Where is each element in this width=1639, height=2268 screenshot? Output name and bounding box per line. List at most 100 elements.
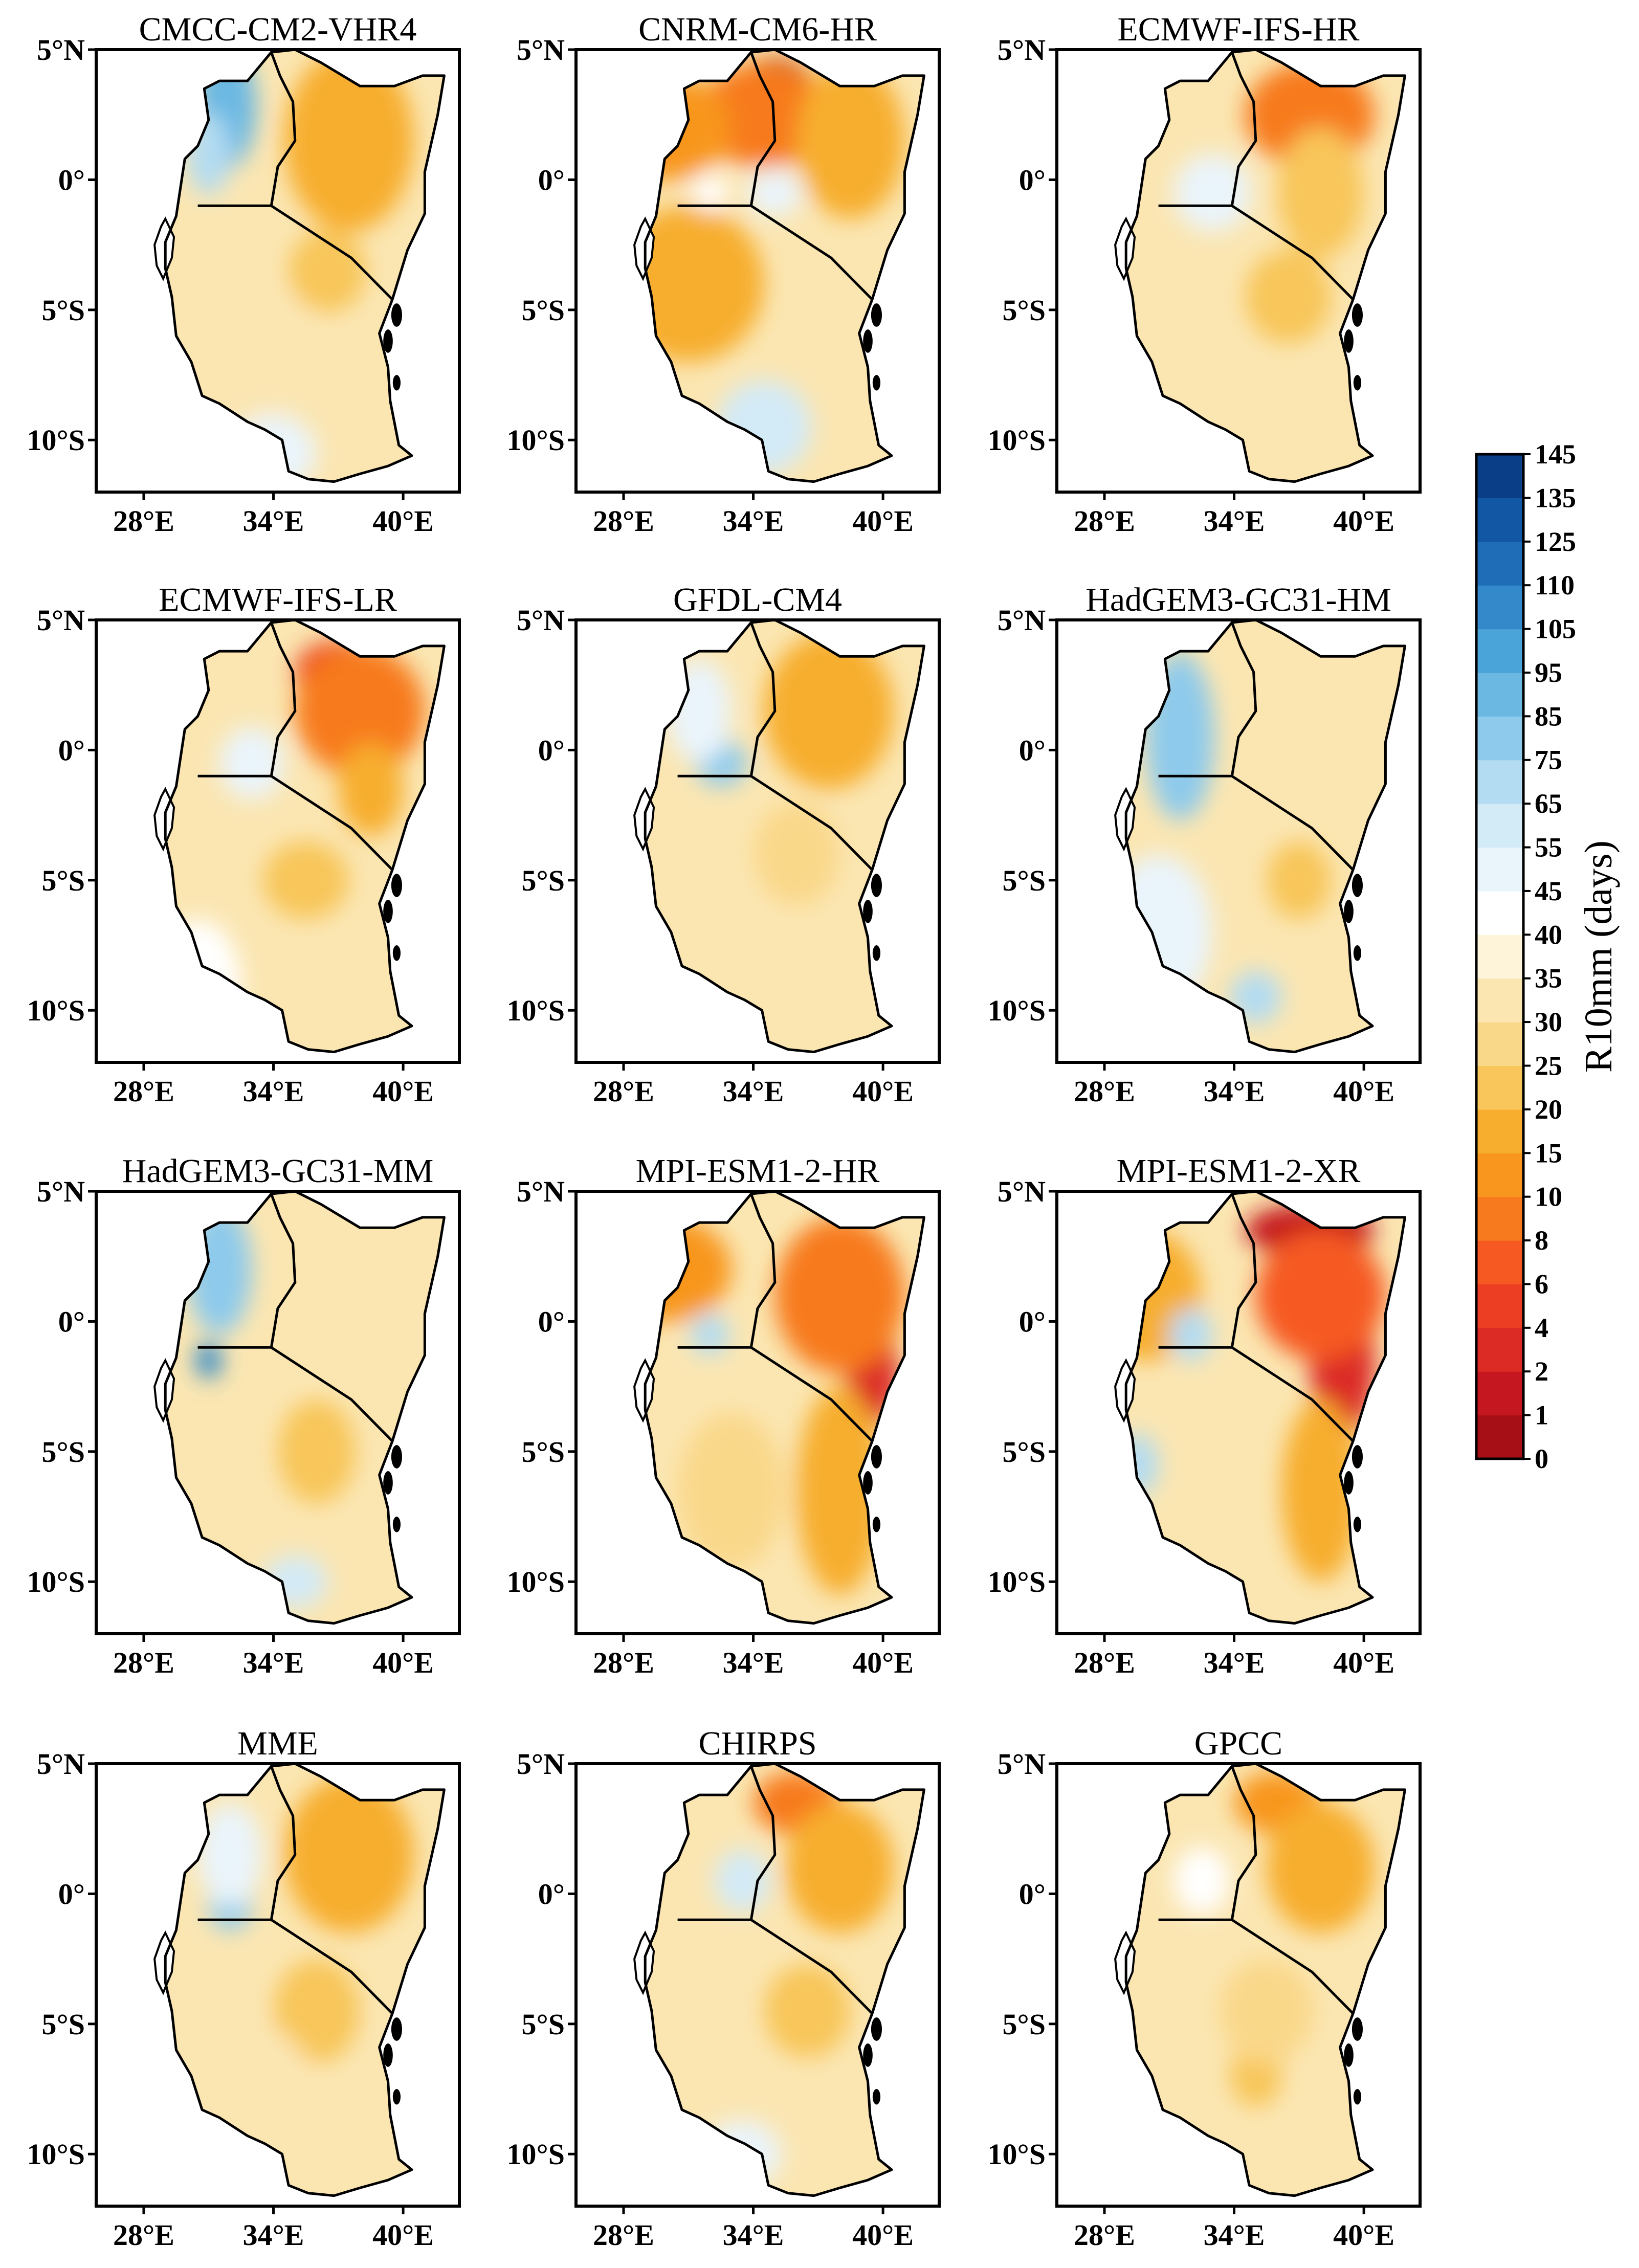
colorbar-tick-label: 0: [1535, 1443, 1548, 1474]
y-tick-label: 0°: [58, 163, 85, 196]
x-tick-label: 28°E: [113, 2218, 174, 2252]
y-tick-label: 10°S: [27, 424, 85, 457]
map-panel: MME 5°N 0° 5°S 10°S 28°E 34°E 40°E: [27, 1725, 461, 2252]
x-tick-label: 28°E: [593, 1075, 654, 1108]
y-tick-label: 5°N: [998, 1175, 1046, 1208]
field-contour: [273, 1959, 360, 2063]
x-tick-label: 28°E: [1074, 2218, 1135, 2252]
y-tick-label: 10°S: [507, 1565, 565, 1598]
y-tick-label: 5°S: [1003, 2008, 1046, 2041]
island: [872, 375, 881, 391]
x-tick-label: 28°E: [113, 1646, 174, 1679]
x-tick-label: 40°E: [1333, 2218, 1394, 2252]
panel-title: CMCC-CM2-VHR4: [139, 11, 417, 48]
field-contour: [295, 1230, 404, 1361]
colorbar-segment: [1476, 454, 1523, 498]
field-contour: [338, 742, 404, 836]
field-contour: [645, 1217, 732, 1322]
field-contour: [667, 880, 797, 1037]
x-tick-label: 40°E: [852, 2218, 914, 2252]
field-contour: [1245, 633, 1353, 763]
field-contour: [645, 75, 732, 180]
colorbar-title: R10mm (days): [1577, 840, 1620, 1073]
panel-title: CHIRPS: [698, 1725, 816, 1762]
y-tick-label: 5°S: [522, 1435, 565, 1469]
field-contour: [187, 2024, 317, 2181]
panel-title: HadGEM3-GC31-MM: [122, 1152, 434, 1190]
colorbar-segment: [1476, 585, 1523, 630]
field-contour: [165, 919, 241, 1050]
colorbar-tick-label: 10: [1535, 1182, 1562, 1212]
country-border: [677, 774, 873, 871]
island: [392, 375, 401, 391]
country-border: [677, 204, 873, 301]
coastline: [1124, 618, 1406, 1054]
coastline: [1124, 1762, 1406, 2197]
x-tick-label: 28°E: [593, 2218, 654, 2252]
field-contour: [645, 206, 764, 362]
field-contour: [774, 1217, 905, 1374]
colorbar-segment: [1476, 1284, 1523, 1328]
map-frame: [1055, 1762, 1422, 2208]
map-panel: CHIRPS 5°N 0° 5°S 10°S 28°E 34°E 40°E: [507, 1725, 941, 2252]
country-border: [197, 1918, 393, 2015]
colorbar-tick-label: 110: [1535, 570, 1575, 601]
island: [1353, 945, 1362, 961]
island: [872, 1517, 881, 1532]
map-frame: [95, 1190, 461, 1635]
map-panel: GPCC 5°N 0° 5°S 10°S 28°E 34°E 40°E: [988, 1725, 1422, 2252]
map-frame: [574, 1762, 941, 2208]
y-tick-label: 10°S: [988, 1565, 1046, 1598]
map-panel: HadGEM3-GC31-MM 5°N 0° 5°S 10°S 28°E 34°E 40°E: [27, 1152, 461, 1679]
island: [863, 1471, 873, 1495]
colorbar-segment: [1476, 1240, 1523, 1285]
coastline: [644, 1190, 925, 1625]
y-tick-label: 0°: [1019, 163, 1046, 196]
y-tick-label: 10°S: [988, 2138, 1046, 2171]
y-tick-label: 5°S: [42, 2008, 85, 2041]
field-contour: [691, 1314, 729, 1355]
field-contour: [1169, 1308, 1213, 1361]
field-contour: [187, 112, 231, 195]
coastline: [644, 618, 925, 1054]
y-tick-label: 10°S: [507, 2138, 565, 2171]
island: [391, 2017, 403, 2041]
field-contour: [1145, 654, 1215, 820]
y-tick-label: 10°S: [988, 994, 1046, 1027]
colorbar-tick-label: 85: [1535, 701, 1562, 731]
colorbar-segment: [1476, 1196, 1523, 1241]
map-frame: [574, 48, 941, 494]
field-contour: [1266, 841, 1332, 920]
island: [863, 2043, 873, 2067]
country-border: [1230, 622, 1257, 776]
colorbar-tick-label: 8: [1535, 1225, 1548, 1256]
panel-title: ECMWF-IFS-HR: [1117, 11, 1359, 48]
colorbar-tick-label: 20: [1535, 1094, 1562, 1125]
colorbar-frame: [1475, 453, 1525, 1460]
field-contour: [667, 659, 732, 763]
colorbar-tick-label: 2: [1535, 1356, 1548, 1387]
panel-title: CNRM-CM6-HR: [638, 11, 877, 48]
panel-title: ECMWF-IFS-LR: [159, 581, 397, 618]
island: [1353, 2089, 1362, 2105]
x-tick-label: 40°E: [852, 1646, 914, 1679]
country-border: [1230, 1193, 1257, 1348]
y-tick-label: 10°S: [27, 2138, 85, 2171]
panel-title: HadGEM3-GC31-HM: [1086, 581, 1391, 618]
y-tick-label: 10°S: [507, 424, 565, 457]
field-contour: [714, 1849, 771, 1913]
colorbar-tick-label: 1: [1535, 1400, 1548, 1431]
x-tick-label: 34°E: [723, 1646, 784, 1679]
country-border: [197, 774, 393, 871]
island: [391, 874, 403, 897]
map-panel: MPI-ESM1-2-XR 5°N 0° 5°S 10°S 28°E 34°E 40°E: [988, 1152, 1422, 1679]
map-frame: [574, 1190, 941, 1635]
island: [863, 899, 873, 923]
y-tick-label: 0°: [1019, 1305, 1046, 1338]
field-contour: [1255, 1230, 1386, 1361]
colorbar-segment: [1476, 1153, 1523, 1197]
island: [391, 1445, 403, 1469]
colorbar-segment: [1476, 847, 1523, 892]
x-tick-label: 40°E: [372, 2218, 434, 2252]
